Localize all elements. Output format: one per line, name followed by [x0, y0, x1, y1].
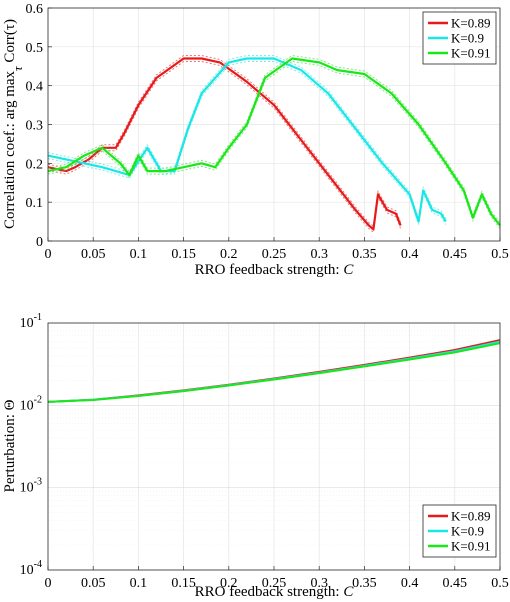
x-tick-label: 0 — [45, 576, 52, 591]
chart-correlation: 0 0.05 0.1 0.15 0.2 0.25 0.3 0.35 0.4 0.45 0.5 0 0.… — [2, 2, 509, 278]
y-axis-label-tail: Corr(τ) — [2, 19, 18, 66]
grid — [47, 323, 501, 570]
y-tick-label: 0.4 — [26, 80, 44, 95]
y-tick-labels: 10-4 10-3 10-2 10-1 — [20, 312, 42, 578]
series-group — [47, 339, 501, 403]
axes-box — [47, 322, 501, 571]
y-axis-label-text: Correlation coef.: arg max — [2, 70, 18, 228]
x-tick-label: 0.1 — [130, 247, 148, 262]
x-tick-label: 0.3 — [310, 576, 328, 591]
series-line — [47, 57, 501, 227]
x-tick-label: 0.45 — [443, 576, 468, 591]
y-tick-label: 10-3 — [20, 477, 42, 496]
legend: K=0.89K=0.9K=0.91 — [422, 11, 497, 65]
x-axis-label-var: C — [343, 584, 354, 600]
y-tick-label: 10-2 — [20, 394, 42, 413]
y-axis-label: Correlation coef.: arg maxτ Corr(τ) — [2, 19, 25, 229]
x-axis-label: RRO feedback strength: C — [195, 584, 355, 600]
y-axis-label: Perturbation: Θ — [2, 399, 18, 492]
y-axis-label-sub: τ — [10, 65, 25, 71]
x-axis-label-text: RRO feedback strength: — [195, 584, 344, 600]
series-band-upper — [47, 54, 501, 223]
x-tick-label: 0.2 — [220, 576, 238, 591]
y-tick-label: 0.6 — [26, 2, 44, 17]
x-tick-label: 0.25 — [262, 247, 287, 262]
x-tick-label: 0.4 — [401, 576, 419, 591]
series-line — [47, 57, 447, 223]
legend-label: K=0.9 — [451, 524, 484, 539]
x-tick-labels: 0 0.05 0.1 0.15 0.2 0.25 0.3 0.35 0.4 0.45 0.5 — [45, 576, 509, 591]
axes-box — [47, 7, 501, 242]
legend-label: K=0.91 — [451, 46, 490, 61]
x-tick-label: 0 — [45, 247, 52, 262]
series-band-lower — [47, 60, 501, 229]
series-band-lower — [47, 61, 447, 225]
y-tick-label: 10-1 — [20, 312, 42, 331]
y-tick-label: 0 — [36, 235, 43, 250]
x-tick-label: 0.45 — [443, 247, 468, 262]
x-tick-label: 0.25 — [262, 576, 287, 591]
legend-label: K=0.9 — [451, 31, 484, 46]
chart-perturbation: 0 0.05 0.1 0.15 0.2 0.25 0.3 0.35 0.4 0.45 0.5 10-… — [2, 312, 509, 600]
y-tick-label: 0.1 — [26, 196, 44, 211]
series-band-upper — [47, 55, 447, 219]
x-axis-label-text: RRO feedback strength: — [195, 262, 344, 278]
x-tick-label: 0.35 — [352, 247, 377, 262]
x-tick-label: 0.4 — [401, 247, 419, 262]
y-tick-label: 0.5 — [26, 41, 44, 56]
legend-label: K=0.91 — [451, 539, 490, 554]
x-axis-label-var: C — [343, 262, 354, 278]
x-tick-label: 0.2 — [220, 247, 238, 262]
x-axis-label: RRO feedback strength: C — [195, 262, 355, 278]
x-tick-label: 0.05 — [81, 247, 106, 262]
x-tick-label: 0.35 — [352, 576, 377, 591]
y-tick-labels: 0 0.1 0.2 0.3 0.4 0.5 0.6 — [26, 2, 44, 250]
legend-label: K=0.89 — [451, 16, 490, 31]
series-group — [47, 54, 501, 234]
series-line — [47, 342, 501, 403]
x-tick-labels: 0 0.05 0.1 0.15 0.2 0.25 0.3 0.35 0.4 0.45 0.5 — [45, 247, 509, 262]
x-tick-label: 0.5 — [491, 247, 509, 262]
x-tick-label: 0.15 — [171, 247, 196, 262]
legend: K=0.89K=0.9K=0.91 — [422, 504, 497, 558]
x-tick-label: 0.1 — [130, 576, 148, 591]
legend-label: K=0.89 — [451, 509, 490, 524]
x-tick-label: 0.05 — [81, 576, 106, 591]
x-tick-label: 0.3 — [310, 247, 328, 262]
y-tick-label: 0.3 — [26, 119, 44, 134]
x-tick-label: 0.15 — [171, 576, 196, 591]
x-tick-label: 0.5 — [491, 576, 509, 591]
y-tick-label: 10-4 — [20, 559, 42, 578]
y-tick-label: 0.2 — [26, 157, 44, 172]
